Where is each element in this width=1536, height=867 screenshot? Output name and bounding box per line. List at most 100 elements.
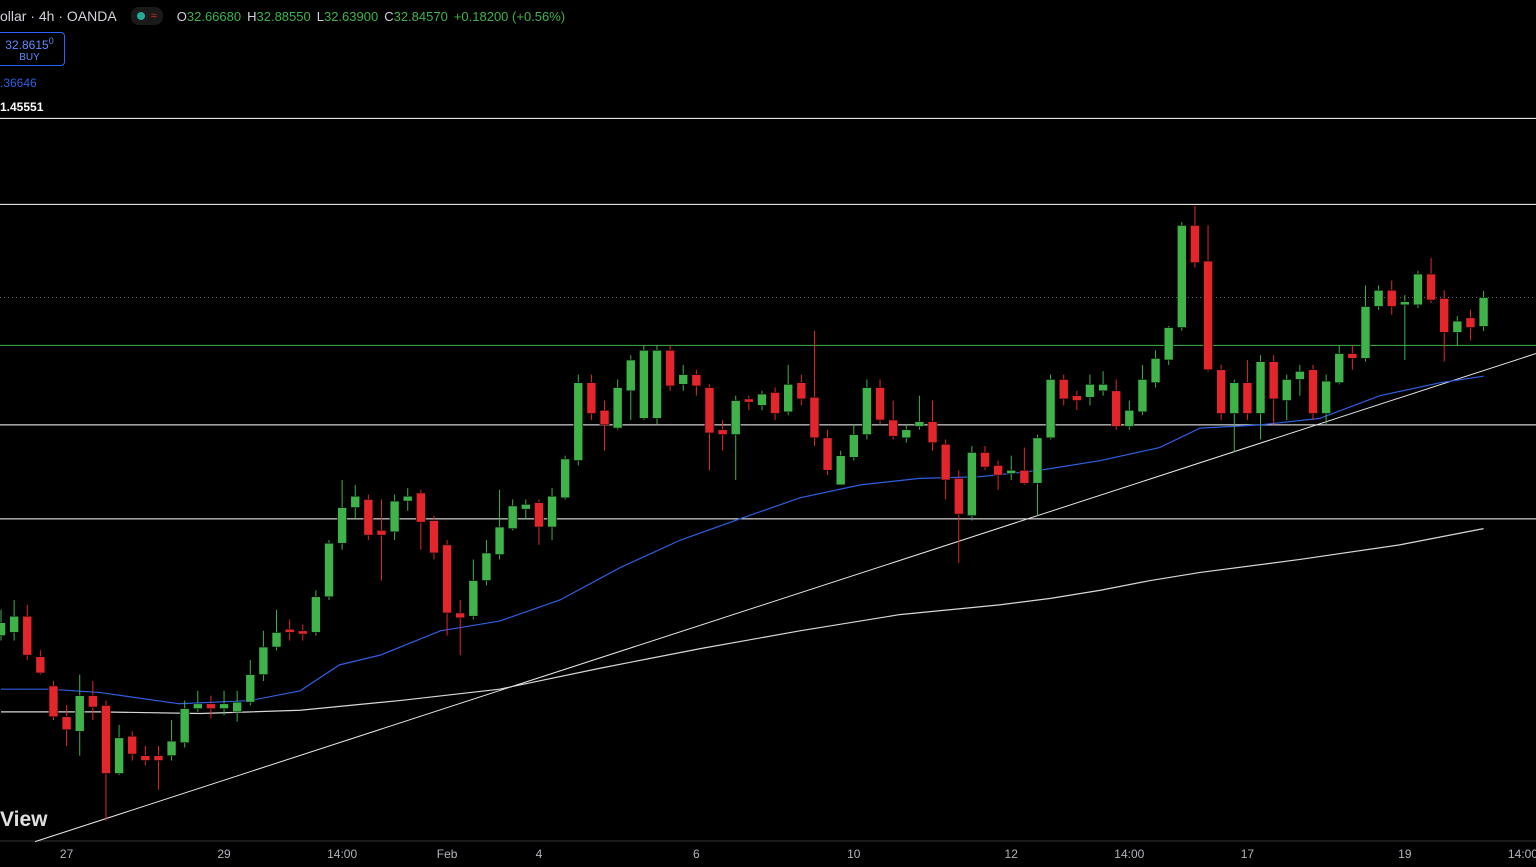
candle-body [573,382,584,461]
candle-body [48,685,59,718]
ohlc-value: 32.63900 [323,8,379,24]
buy-price-small: 0 [48,36,54,46]
candle-body [140,755,151,761]
candle-body [691,374,702,387]
candle-body [678,374,689,385]
x-tick-label: 4 [536,847,543,861]
candle-body [783,384,794,413]
candle-body [1177,225,1187,328]
candle-body [796,382,807,400]
candle-body [1229,382,1240,414]
ohlc-values: O32.66680 H32.88550 L32.63900 C32.84570 [177,9,454,24]
candle-body [1413,273,1423,306]
x-tick-label: 6 [693,847,700,861]
candle-body [311,596,321,633]
candle-body [927,421,938,444]
candle-body [1452,320,1463,333]
candle-body [153,755,164,761]
candle-body [1478,297,1489,327]
candle-body [494,526,505,555]
candle-body [730,400,741,435]
candle-body [560,458,570,499]
candle-body [442,544,452,614]
candle-body [652,349,662,419]
x-tick-label: Feb [437,847,458,861]
candle-body [206,703,216,709]
buy-button[interactable]: 32.86150 BUY [0,32,65,66]
candle-body [1268,361,1279,400]
candle-body [1334,353,1345,384]
candle-body [1465,317,1476,328]
candle-body [1137,379,1148,413]
candle-body [1058,379,1069,400]
ohlc-value: 32.66680 [186,8,242,24]
trendline [34,353,1536,843]
ohlc-item: L32.63900 [317,9,378,24]
x-tick-label: 27 [60,847,74,861]
x-tick-label: 14:00 [1114,847,1144,861]
candle-body [219,703,229,709]
candle-body [402,495,413,502]
candle-body [455,612,466,619]
x-tick-label: 14:00 [1508,847,1536,861]
indicator-value: 1.45551 [0,100,44,114]
candle-body [127,735,137,755]
candle-body [297,630,308,635]
candle-body [284,628,295,633]
candle-body [520,504,531,510]
candle-body [967,452,977,516]
symbol: ollar · 4h · OANDA [0,8,117,24]
x-tick-label: 14:00 [327,847,357,861]
ohlc-label: H [247,8,257,24]
x-tick-label: 12 [1005,847,1019,861]
candle-body [875,387,885,421]
indicator-value: .36646 [0,76,37,90]
candle-body [271,632,282,648]
candle-body [547,495,557,528]
candle-body [940,444,951,481]
candle-body [1203,260,1213,371]
ohlc-item: H32.88550 [247,9,311,24]
candle-body [665,349,675,387]
status-pill[interactable]: ≈ [130,7,163,25]
watermark: View [0,808,48,831]
candle-body [862,387,872,435]
candle-body [1242,382,1253,414]
candle-body [1347,353,1358,359]
candle-body [1124,409,1135,427]
candle-body [1373,289,1384,307]
candle-body [1190,225,1200,264]
candle-body [1295,371,1305,380]
candle-body [1098,384,1108,392]
candle-body [1321,380,1331,414]
candle-body [166,740,177,756]
candle-body [88,695,98,708]
candle-body [350,495,361,508]
candle-body [376,529,387,536]
candle-body [389,500,400,533]
candle-body [822,437,833,471]
x-tick-label: 29 [217,847,231,861]
candle-body [0,622,6,636]
ohlc-label: L [316,8,324,24]
candle-body [1400,301,1410,306]
candle-body [901,429,912,439]
candle-body [993,465,1003,476]
candle-body [1386,289,1397,307]
candle-body [1281,379,1292,401]
x-tick-label: 17 [1241,847,1255,861]
candle-body [1360,306,1371,359]
candle-body [337,507,347,544]
candle-body [586,382,597,414]
candle-body [534,502,544,528]
x-tick-label: 10 [847,847,861,861]
candle-body [1019,469,1030,484]
candle-body [1045,379,1056,439]
candle-body [193,703,203,709]
candle-body [612,387,623,429]
candle-body [1426,273,1436,301]
candle-body [1439,298,1449,333]
candle-body [848,434,859,458]
